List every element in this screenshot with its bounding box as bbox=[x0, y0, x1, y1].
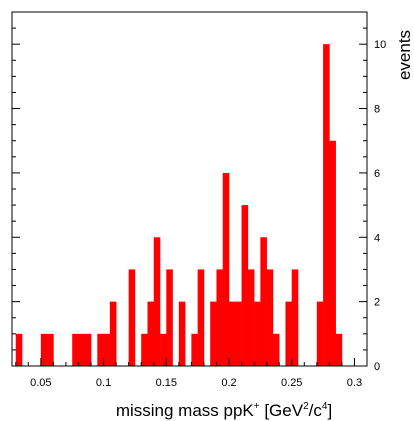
histogram-bar bbox=[235, 301, 242, 366]
y-tick-labels: 0 2 4 6 8 10 bbox=[374, 39, 386, 373]
histogram-bar bbox=[72, 333, 79, 366]
histogram-bar bbox=[178, 301, 186, 366]
y-tick-label: 8 bbox=[374, 104, 380, 116]
histogram-bar bbox=[241, 205, 249, 366]
histogram-bar bbox=[210, 301, 217, 366]
x-axis-label: missing mass ppK+ [GeV2/c4] bbox=[116, 401, 332, 420]
histogram-bar bbox=[335, 333, 343, 366]
x-tick-label: 0.25 bbox=[281, 377, 302, 389]
y-tick-label: 6 bbox=[374, 168, 380, 180]
histogram-bar bbox=[109, 301, 117, 366]
axis-ticks bbox=[12, 11, 368, 367]
y-tick-label: 0 bbox=[374, 361, 380, 373]
histogram-bar bbox=[191, 333, 198, 366]
x-tick-label: 0.2 bbox=[221, 377, 236, 389]
x-tick-label: 0.3 bbox=[347, 377, 362, 389]
histogram-bar bbox=[84, 333, 92, 366]
histogram-bar bbox=[272, 333, 280, 366]
histogram-bar bbox=[15, 333, 23, 366]
y-tick-label: 4 bbox=[374, 232, 380, 244]
histogram-bar bbox=[197, 269, 205, 366]
histogram-bar bbox=[147, 301, 155, 366]
histogram-bar bbox=[40, 333, 48, 366]
x-tick-label: 0.05 bbox=[30, 377, 51, 389]
x-tick-labels: 0.05 0.1 0.15 0.2 0.25 0.3 bbox=[30, 377, 362, 389]
histogram-bar bbox=[47, 333, 54, 366]
histogram-bar bbox=[285, 301, 293, 366]
histogram-bar bbox=[160, 333, 167, 366]
histogram-bar bbox=[153, 237, 161, 366]
histogram-bar bbox=[316, 301, 324, 366]
histogram-bar bbox=[222, 172, 230, 366]
histogram-bar bbox=[166, 269, 173, 366]
y-tick-label: 10 bbox=[374, 39, 386, 51]
histogram-bar bbox=[103, 333, 111, 366]
histogram-bar bbox=[128, 269, 136, 366]
histogram-bar bbox=[247, 269, 255, 366]
y-tick-label: 2 bbox=[374, 297, 380, 309]
histogram-bar bbox=[78, 333, 86, 366]
x-tick-label: 0.1 bbox=[96, 377, 111, 389]
plot-frame bbox=[11, 11, 368, 367]
histogram-bar bbox=[216, 269, 224, 366]
histogram-bar bbox=[254, 301, 261, 366]
histogram-bar bbox=[266, 269, 274, 366]
histogram-bar bbox=[260, 237, 267, 366]
histogram-bar bbox=[323, 44, 330, 367]
x-tick-label: 0.15 bbox=[156, 377, 177, 389]
histogram-bar bbox=[291, 269, 299, 366]
histogram-bar bbox=[229, 301, 236, 366]
histogram-bars bbox=[15, 44, 343, 367]
histogram-bar bbox=[329, 140, 336, 366]
histogram-bar bbox=[141, 333, 148, 366]
y-axis-label: events bbox=[395, 30, 414, 80]
histogram-bar bbox=[97, 333, 104, 366]
